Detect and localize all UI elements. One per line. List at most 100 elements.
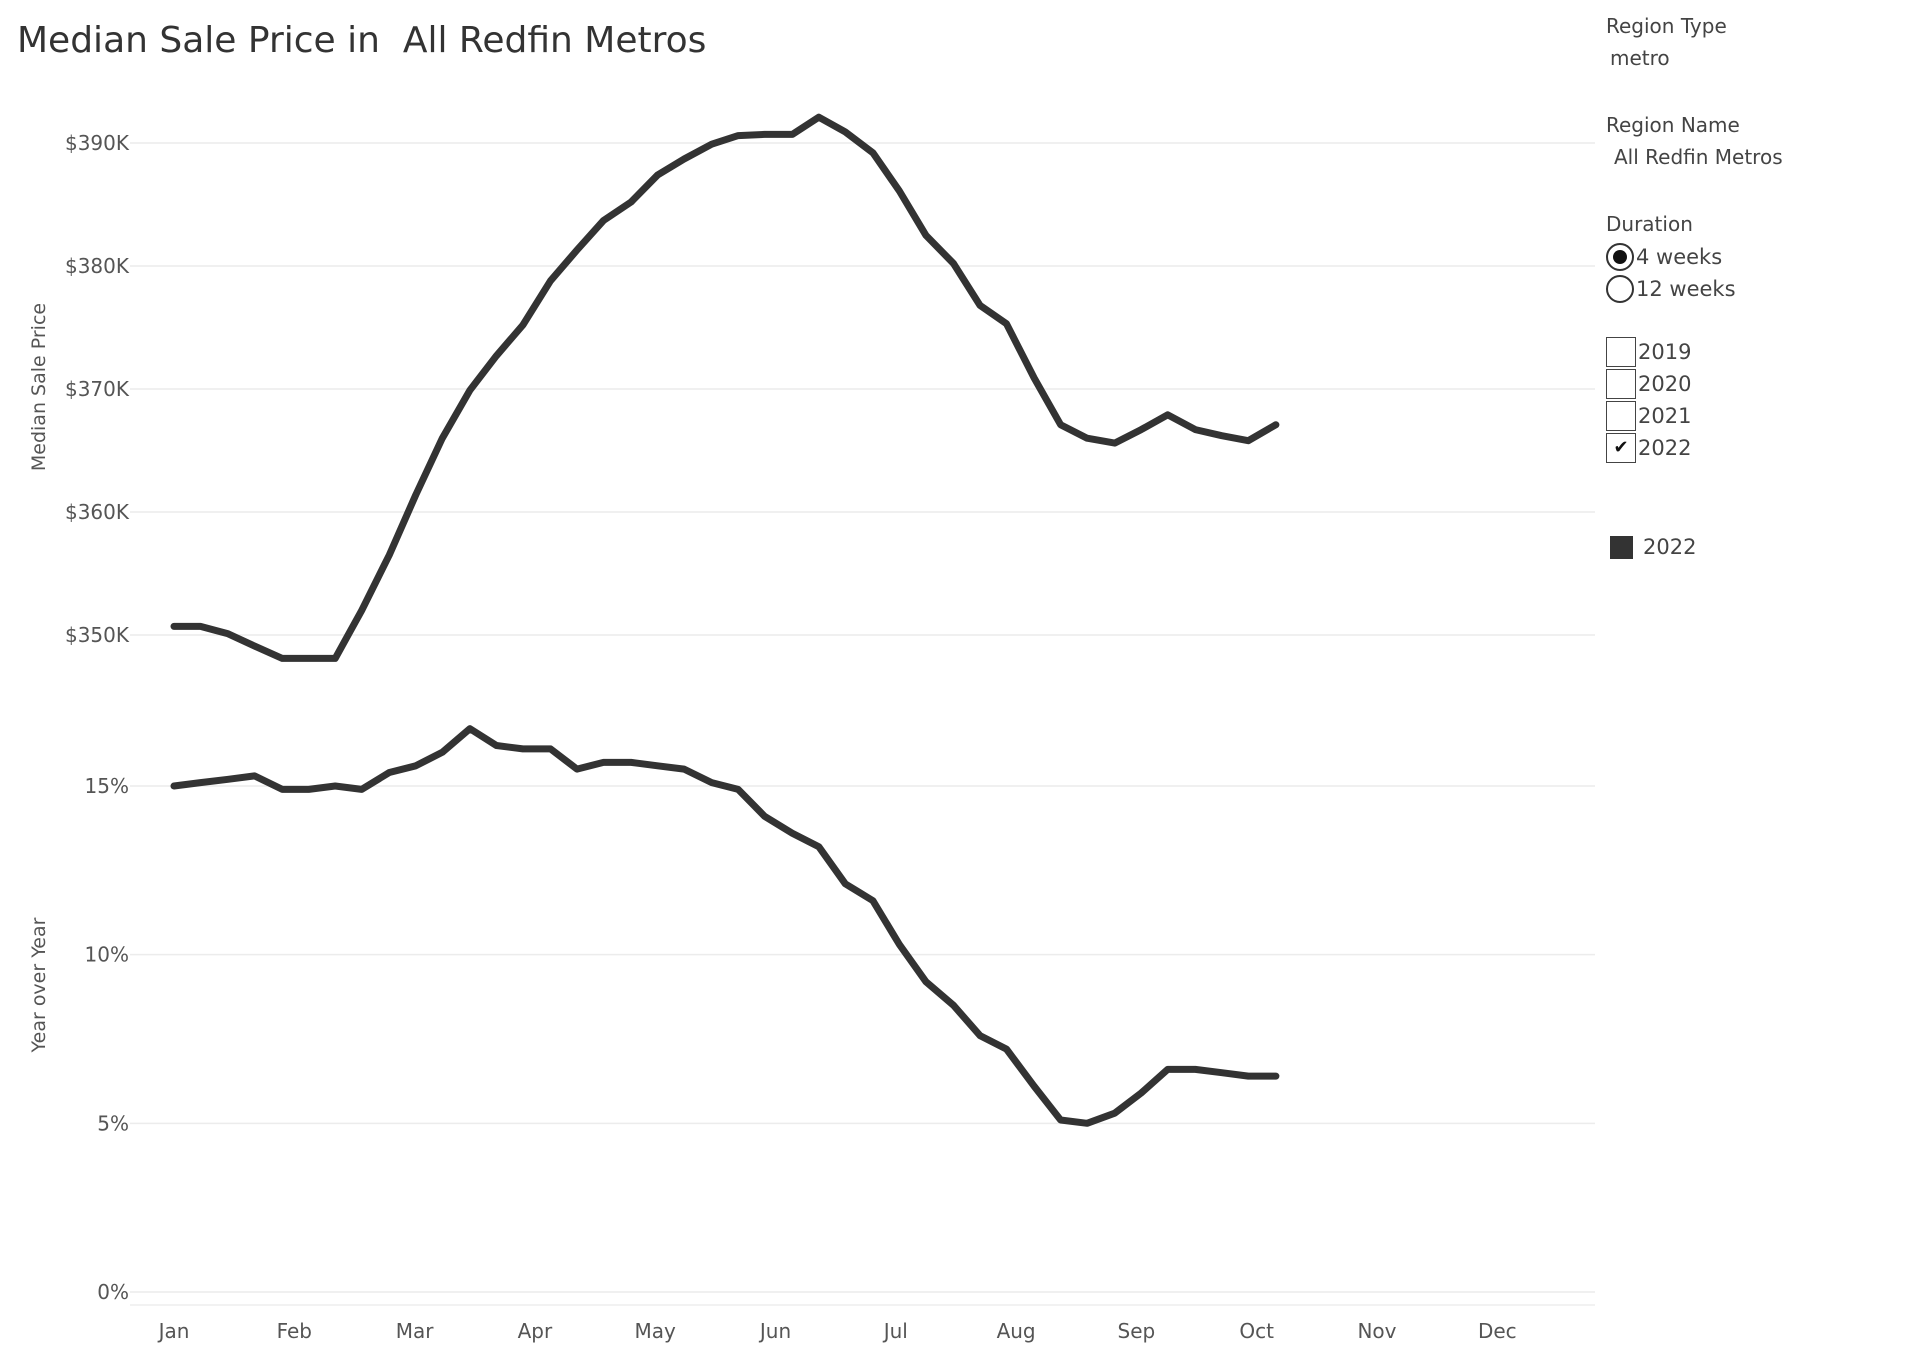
data-point: [735, 133, 741, 139]
year-filter-label: 2021: [1638, 404, 1692, 428]
data-point: [197, 623, 203, 629]
data-point: [735, 786, 741, 792]
data-point: [1192, 427, 1198, 433]
year-filter-label: 2022: [1638, 436, 1692, 460]
checkbox-2022[interactable]: ✔: [1606, 433, 1636, 463]
data-point: [923, 979, 929, 985]
data-point: [493, 743, 499, 749]
check-mark-icon: ✔: [1613, 437, 1629, 458]
legend-swatch: [1610, 535, 1633, 559]
duration-option-label: 12 weeks: [1636, 277, 1736, 301]
x-tick-label: Mar: [396, 1319, 435, 1343]
checkbox-2020[interactable]: [1606, 369, 1636, 399]
region-name-label: Region Name: [1606, 113, 1740, 137]
data-point: [252, 773, 258, 779]
data-point: [467, 387, 473, 393]
y-axis-title: Year over Year: [28, 917, 50, 1053]
data-point: [439, 435, 445, 441]
data-point: [816, 114, 822, 120]
data-point: [762, 813, 768, 819]
x-tick-label: Dec: [1478, 1319, 1517, 1343]
data-point: [1058, 1117, 1064, 1123]
data-point: [279, 786, 285, 792]
data-point: [386, 552, 392, 558]
data-point: [332, 783, 338, 789]
y-axis-title: Median Sale Price: [28, 303, 50, 471]
data-point: [1112, 440, 1118, 446]
data-point: [548, 746, 554, 752]
data-point: [439, 749, 445, 755]
data-point: [467, 726, 473, 732]
data-point: [413, 492, 419, 498]
y-tick-label: $350K: [65, 623, 130, 647]
data-point: [359, 786, 365, 792]
data-point: [681, 766, 687, 772]
duration-option-12-weeks[interactable]: 12 weeks: [1606, 274, 1736, 304]
data-point: [1084, 435, 1090, 441]
year-filter-2020[interactable]: 2020: [1606, 369, 1691, 399]
data-point: [1165, 1066, 1171, 1072]
x-tick-label: Oct: [1239, 1319, 1274, 1343]
y-tick-label: $370K: [65, 377, 130, 401]
data-point: [1112, 1110, 1118, 1116]
data-point: [842, 129, 848, 135]
series-line: [170, 113, 1280, 662]
data-point: [493, 353, 499, 359]
data-point: [332, 655, 338, 661]
data-point: [1273, 422, 1279, 428]
duration-label: Duration: [1606, 212, 1693, 236]
data-point: [1165, 412, 1171, 418]
year-filter-label: 2019: [1638, 340, 1692, 364]
x-tick-label: Sep: [1118, 1319, 1156, 1343]
series-line: [170, 725, 1280, 1127]
y-tick-label: $360K: [65, 500, 130, 524]
y-tick-label: $390K: [65, 131, 130, 155]
data-point: [1219, 433, 1225, 439]
data-point: [171, 783, 177, 789]
data-point: [520, 746, 526, 752]
checkbox-2021[interactable]: [1606, 401, 1636, 431]
region-type-value[interactable]: metro: [1610, 46, 1670, 70]
data-point: [279, 655, 285, 661]
data-point: [413, 763, 419, 769]
data-point: [655, 172, 661, 178]
region-name-value[interactable]: All Redfin Metros: [1614, 145, 1783, 169]
x-tick-label: Feb: [277, 1319, 312, 1343]
checkbox-2019[interactable]: [1606, 337, 1636, 367]
data-point: [762, 131, 768, 137]
data-point: [628, 199, 634, 205]
year-filter-2019[interactable]: 2019: [1606, 337, 1691, 367]
radio-button-12-weeks[interactable]: [1606, 275, 1634, 303]
data-point: [386, 770, 392, 776]
data-point: [306, 655, 312, 661]
x-tick-label: Jul: [882, 1319, 908, 1343]
data-point: [1245, 1073, 1251, 1079]
x-tick-label: May: [635, 1319, 677, 1343]
year-filter-2022[interactable]: ✔ 2022: [1606, 433, 1691, 463]
x-tick-label: Jan: [157, 1319, 190, 1343]
data-point: [548, 278, 554, 284]
data-point: [225, 631, 231, 637]
data-point: [600, 759, 606, 765]
y-tick-label: 15%: [85, 774, 129, 798]
year-filter-label: 2020: [1638, 372, 1692, 396]
data-point: [1003, 1046, 1009, 1052]
data-point: [574, 766, 580, 772]
color-legend: 2022: [1610, 535, 1696, 559]
radio-button-4-weeks[interactable]: [1606, 243, 1634, 271]
data-point: [1219, 1070, 1225, 1076]
region-type-label: Region Type: [1606, 14, 1727, 38]
duration-option-label: 4 weeks: [1636, 245, 1723, 269]
data-point: [600, 217, 606, 223]
year-filter-2021[interactable]: 2021: [1606, 401, 1691, 431]
y-tick-label: $380K: [65, 254, 130, 278]
data-point: [977, 302, 983, 308]
data-point: [359, 607, 365, 613]
duration-option-4-weeks[interactable]: 4 weeks: [1606, 242, 1722, 272]
data-point: [1031, 1083, 1037, 1089]
data-point: [1084, 1120, 1090, 1126]
data-point: [709, 141, 715, 147]
data-point: [789, 131, 795, 137]
y-tick-label: 0%: [97, 1280, 129, 1304]
data-point: [171, 623, 177, 629]
